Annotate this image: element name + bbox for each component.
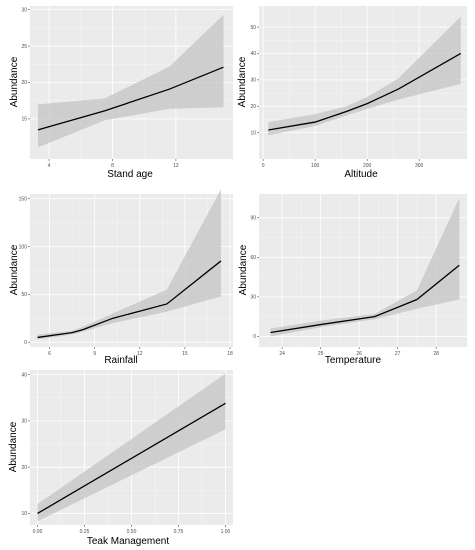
x-axis-title: Stand age: [107, 169, 153, 180]
y-tick-label: 20: [21, 80, 27, 86]
chart-panel-3: 6 9 12 15 18 0 50 100 150 Rainfall Abundance: [9, 189, 233, 366]
y-tick-label: 20: [250, 104, 256, 110]
x-tick-label: 8: [111, 163, 114, 169]
fitted-line: [37, 66, 224, 131]
chart-panel-4: 24 25 26 27 28 0 30 60 90 Temperature Abundance: [238, 194, 467, 366]
x-tick-label: 26: [356, 351, 362, 357]
x-tick-label: 6: [48, 351, 51, 357]
x-tick-label: 24: [279, 351, 285, 357]
x-tick-label: 0.50: [127, 529, 137, 535]
x-axis-title: Rainfall: [104, 355, 137, 366]
y-tick-label: 100: [19, 244, 28, 250]
chart-panel-5: 0.00 0.25 0.50 0.75 1.00 10 20 30 40 Teak Managem…: [8, 370, 233, 547]
x-tick-label: 200: [363, 163, 372, 169]
x-tick-label: 0.25: [80, 529, 90, 535]
chart-panel-2: 0 100 200 300 10 20 30 40 50 Altitude Abundance: [237, 6, 467, 180]
y-tick-label: 30: [250, 295, 256, 301]
x-tick-label: 27: [395, 351, 401, 357]
y-tick-label: 50: [21, 292, 27, 298]
y-tick-label: 10: [21, 511, 27, 517]
y-tick-label: 90: [250, 215, 256, 221]
fitted-line: [270, 264, 460, 334]
y-tick-label: 150: [19, 196, 28, 202]
confidence-band: [37, 14, 224, 148]
x-tick-label: 28: [433, 351, 439, 357]
x-tick-label: 25: [318, 351, 324, 357]
x-tick-label: 1.00: [221, 529, 231, 535]
x-tick-label: 9: [93, 351, 96, 357]
y-axis-title: Abundance: [238, 244, 249, 295]
y-tick-label: 30: [250, 78, 256, 84]
fitted-line: [37, 402, 226, 514]
y-axis-title: Abundance: [9, 56, 20, 107]
x-tick-label: 18: [227, 351, 233, 357]
chart-panel-1: 4 8 12 15 20 25 30 Stand age Abundance: [9, 6, 233, 180]
y-tick-label: 10: [250, 130, 256, 136]
x-tick-label: 12: [137, 351, 143, 357]
x-tick-label: 12: [173, 163, 179, 169]
x-tick-label: 0.75: [174, 529, 184, 535]
x-tick-label: 300: [415, 163, 424, 169]
y-axis-title: Abundance: [237, 56, 248, 107]
y-axis-title: Abundance: [8, 421, 19, 472]
y-tick-label: 40: [21, 372, 27, 378]
y-tick-label: 25: [21, 44, 27, 50]
x-tick-label: 15: [182, 351, 188, 357]
fitted-line: [268, 52, 462, 131]
y-tick-label: 0: [253, 334, 256, 340]
y-tick-label: 15: [21, 117, 27, 123]
y-tick-label: 40: [250, 51, 256, 57]
y-tick-label: 20: [21, 465, 27, 471]
y-axis-title: Abundance: [9, 244, 20, 295]
y-tick-label: 30: [21, 419, 27, 425]
x-tick-label: 100: [311, 163, 320, 169]
confidence-band: [37, 189, 221, 340]
y-tick-label: 0: [24, 340, 27, 346]
confidence-band: [37, 373, 226, 522]
fitted-line: [37, 260, 222, 339]
y-tick-label: 50: [250, 25, 256, 31]
x-axis-title: Altitude: [344, 169, 378, 180]
x-axis-title: Temperature: [325, 355, 382, 366]
x-axis-title: Teak Management: [87, 536, 169, 547]
x-tick-label: 0: [262, 163, 265, 169]
x-tick-label: 4: [48, 163, 51, 169]
y-tick-label: 30: [21, 7, 27, 13]
x-tick-label: 0.00: [33, 529, 43, 535]
y-tick-label: 60: [250, 255, 256, 261]
